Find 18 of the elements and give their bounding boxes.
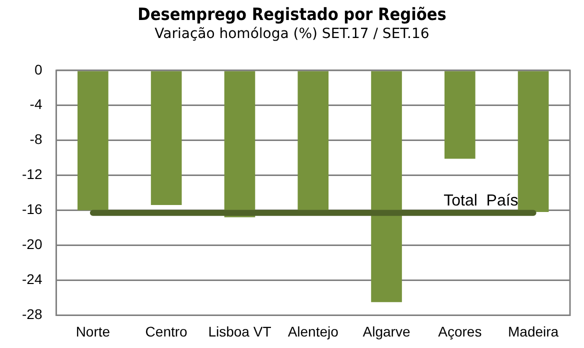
x-tick-label: Lisboa VT xyxy=(208,323,272,340)
ref-line-label: Total País xyxy=(444,192,518,210)
chart-title: Desemprego Registado por Regiões xyxy=(136,5,448,25)
y-tick-label: -28 xyxy=(22,306,42,322)
x-tick-label: Centro xyxy=(145,323,188,340)
chart-subtitle: Variação homóloga (%) SET.17 / SET.16 xyxy=(154,26,430,42)
x-tick-label: Açores xyxy=(438,323,482,340)
y-tick-label: -20 xyxy=(22,236,42,252)
x-tick-label: Alentejo xyxy=(288,323,339,340)
x-tick-label: Madeira xyxy=(508,323,559,340)
y-tick-label: -8 xyxy=(30,131,42,148)
x-tick-label: Norte xyxy=(76,323,110,340)
y-tick-label: -16 xyxy=(22,201,42,218)
y-tick-label: -24 xyxy=(22,271,42,288)
y-tick-label: -4 xyxy=(30,96,42,112)
x-tick-label: Algarve xyxy=(362,323,410,340)
y-tick-label: 0 xyxy=(34,61,42,78)
y-tick-label: -12 xyxy=(22,166,42,182)
